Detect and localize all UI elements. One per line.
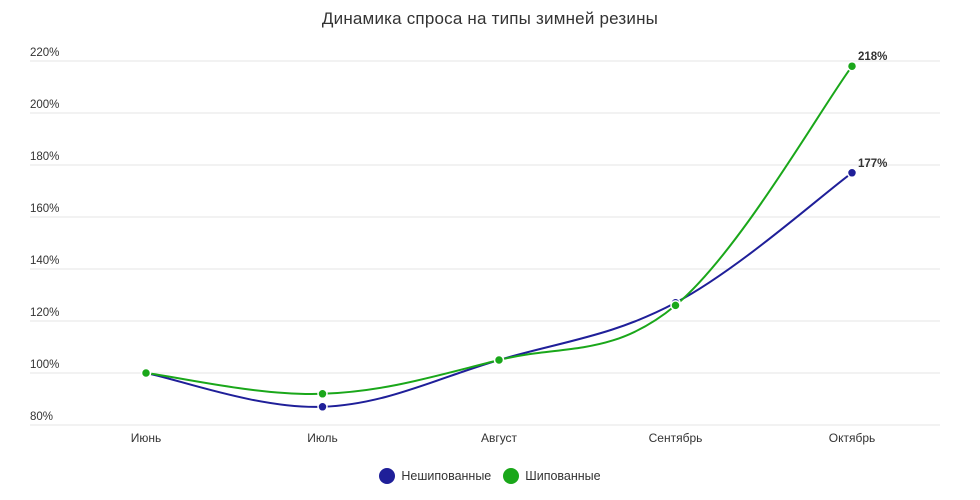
legend-item-series-1[interactable]: Нешипованные: [379, 468, 491, 484]
x-tick-label: Август: [481, 431, 518, 445]
data-label-series-1: 177%: [858, 158, 887, 170]
data-label-series-2: 218%: [858, 51, 887, 63]
y-tick-label: 140%: [30, 255, 59, 267]
point-series-2[interactable]: [670, 300, 681, 311]
x-tick-label: Июнь: [131, 431, 162, 445]
y-tick-label: 180%: [30, 151, 59, 163]
point-series-2[interactable]: [317, 388, 328, 400]
y-tick-label: 100%: [30, 359, 59, 371]
point-series-2[interactable]: [140, 367, 152, 379]
legend-label-series-1: Нешипованные: [401, 469, 492, 483]
legend-item-series-2[interactable]: Шипованные: [503, 468, 601, 484]
y-tick-label: 220%: [30, 47, 59, 59]
line-series-2: [145, 65, 853, 395]
legend: Нешипованные Шипованные: [0, 468, 980, 484]
x-tick-label: Октябрь: [829, 431, 876, 445]
legend-label-series-2: Шипованные: [525, 469, 601, 483]
y-tick-label: 120%: [30, 307, 59, 319]
line-series-1: [145, 171, 853, 408]
point-series-1[interactable]: [846, 167, 858, 179]
y-tick-label: 160%: [30, 203, 59, 215]
point-series-1[interactable]: [317, 401, 328, 413]
chart-title: Динамика спроса на типы зимней резины: [321, 9, 659, 28]
legend-marker-series-1: [379, 468, 396, 484]
legend-marker-series-2: [503, 468, 520, 484]
point-series-2[interactable]: [846, 60, 858, 72]
y-tick-label: 200%: [30, 99, 59, 111]
y-tick-label: 80%: [30, 411, 53, 423]
x-tick-label: Июль: [307, 431, 338, 445]
point-series-2[interactable]: [493, 354, 505, 366]
x-tick-label: Сентябрь: [649, 431, 703, 445]
